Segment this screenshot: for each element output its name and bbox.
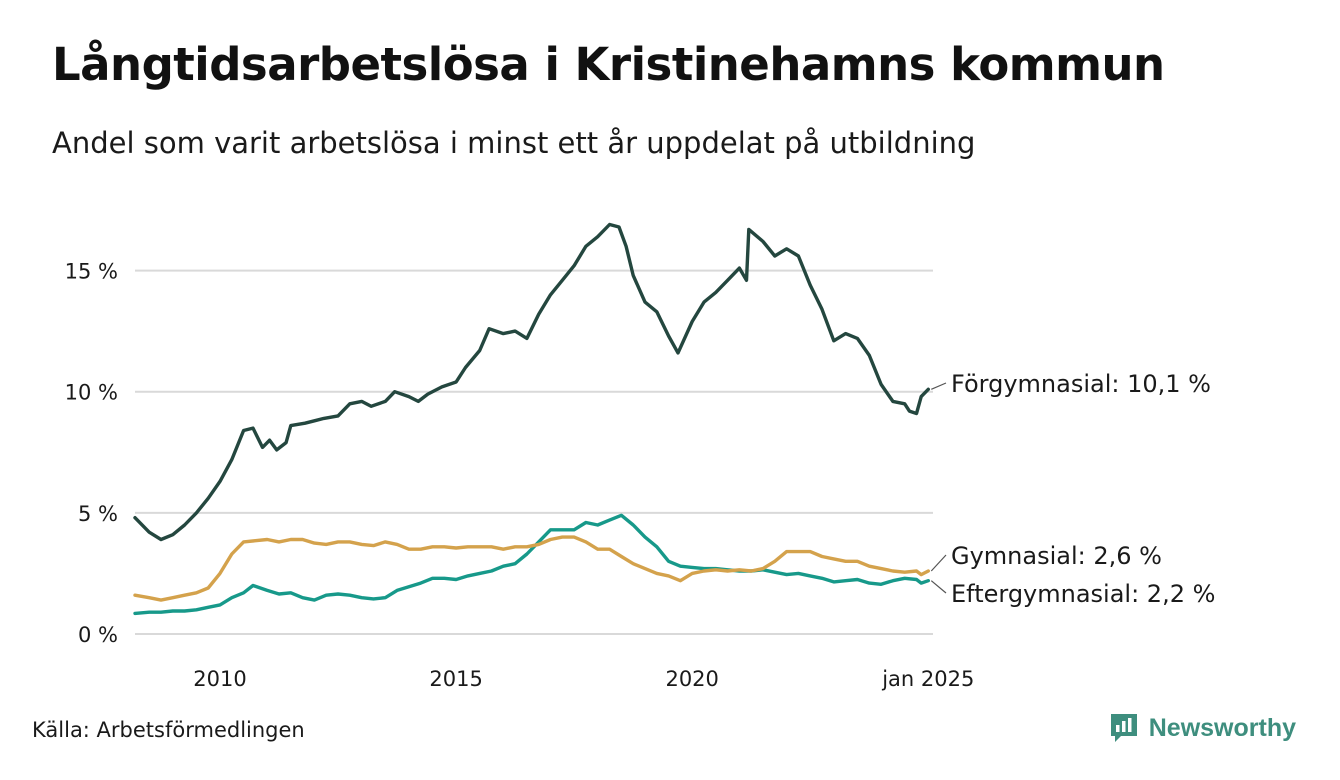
series-end-label: Eftergymnasial: 2,2 %: [951, 580, 1215, 608]
x-tick-label: 2015: [429, 667, 482, 691]
x-tick-label: jan 2025: [881, 667, 974, 691]
source-note: Källa: Arbetsförmedlingen: [32, 718, 305, 742]
x-axis-ticks: 2010 2015 2020 jan 2025: [193, 667, 974, 691]
brand-name: Newsworthy: [1148, 713, 1296, 742]
label-leader-line: [930, 580, 947, 594]
series-end-label: Förgymnasial: 10,1 %: [951, 370, 1211, 398]
y-tick-label: 5 %: [78, 502, 118, 526]
series-end-labels: Förgymnasial: 10,1 % Gymnasial: 2,6 % Efte…: [930, 370, 1215, 608]
newsworthy-logo-icon: [1110, 714, 1137, 742]
y-axis-ticks: 0 % 5 % 10 % 15 %: [65, 260, 118, 647]
series-end-label: Gymnasial: 2,6 %: [951, 542, 1162, 570]
y-tick-label: 10 %: [65, 381, 118, 405]
line-chart: 0 % 5 % 10 % 15 % 2010 2015 2020 jan 2025 Förg…: [65, 222, 1215, 691]
y-tick-label: 0 %: [78, 623, 118, 647]
y-tick-label: 15 %: [65, 260, 118, 284]
chart-title: Långtidsarbetslösa i Kristinehamns kommu…: [52, 38, 1165, 91]
chart-subtitle: Andel som varit arbetslösa i minst ett å…: [52, 126, 976, 160]
series-lines: [133, 222, 930, 616]
brand-logo[interactable]: Newsworthy: [1109, 712, 1296, 744]
series-line-eftergymnasial: [133, 513, 930, 616]
label-leader-line: [931, 382, 947, 390]
label-leader-line: [930, 554, 947, 572]
series-line-gymnasial: [133, 535, 930, 602]
x-tick-label: 2020: [665, 667, 718, 691]
series-line-förgymnasial: [133, 222, 930, 542]
x-tick-label: 2010: [193, 667, 246, 691]
grid-lines: [135, 269, 933, 635]
